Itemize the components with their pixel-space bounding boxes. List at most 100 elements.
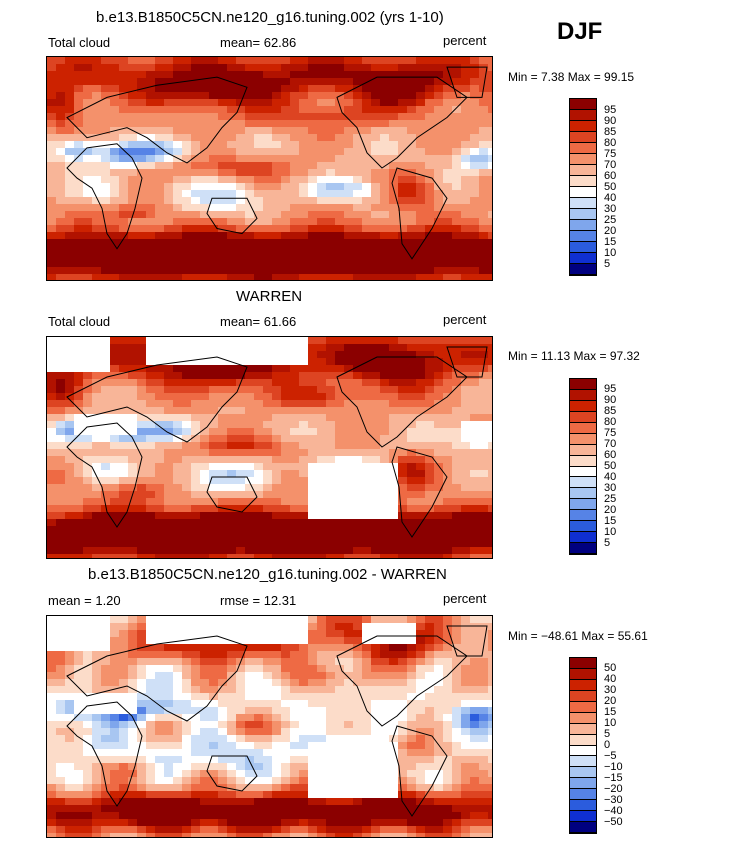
panel-1-title: b.e13.B1850C5CN.ne120_g16.tuning.002 (yr… bbox=[96, 9, 444, 26]
colorbar-swatch bbox=[570, 187, 596, 198]
colorbar-tick-label: 10 bbox=[604, 717, 617, 730]
coastline-outline bbox=[206, 755, 258, 792]
colorbar-tick-label: 20 bbox=[604, 224, 617, 237]
colorbar-swatch bbox=[570, 400, 596, 412]
panel-3-mean-label: mean = 1.20 bbox=[48, 593, 121, 608]
panel-1-map bbox=[46, 56, 493, 281]
colorbar-swatch bbox=[570, 521, 596, 533]
colorbar-tick-label: 30 bbox=[604, 202, 617, 215]
colorbar-swatch bbox=[570, 510, 596, 522]
colorbar-swatch bbox=[570, 723, 596, 735]
colorbar-swatch bbox=[570, 433, 596, 445]
coastline-outline bbox=[66, 143, 143, 250]
colorbar-tick-label: 20 bbox=[604, 695, 617, 708]
colorbar-tick-label: 60 bbox=[604, 449, 617, 462]
colorbar-tick-label: 40 bbox=[604, 673, 617, 686]
coastline-outline bbox=[391, 167, 448, 260]
colorbar-tick-label: 50 bbox=[604, 662, 617, 675]
colorbar-tick-label: −15 bbox=[604, 771, 623, 784]
colorbar-swatch bbox=[570, 264, 596, 275]
colorbar-tick-label: 0 bbox=[604, 739, 611, 751]
field-raster bbox=[47, 616, 492, 837]
colorbar-tick-label: 85 bbox=[604, 405, 617, 418]
colorbar-tick-label: 25 bbox=[604, 213, 617, 226]
colorbar-swatch bbox=[570, 143, 596, 154]
panel-2-colorbar: 95 90 85 80 75 70 60 50 40 30 25 20 15 10 5 bbox=[569, 378, 616, 555]
coastline-outline bbox=[66, 356, 248, 443]
panel-2-variable-label: Total cloud bbox=[48, 314, 111, 329]
colorbar-swatch bbox=[570, 543, 596, 554]
coastline-outline bbox=[336, 76, 468, 169]
coastline-outline bbox=[391, 446, 448, 538]
colorbar-tick-label: 5 bbox=[604, 728, 611, 741]
colorbar-swatch bbox=[570, 242, 596, 253]
colorbar-swatch bbox=[570, 110, 596, 121]
colorbar-tick-label: 70 bbox=[604, 158, 617, 171]
panel-3-title: b.e13.B1850C5CN.ne120_g16.tuning.002 - W… bbox=[88, 566, 447, 583]
colorbar-swatch bbox=[570, 99, 596, 110]
coastline-outline bbox=[66, 76, 248, 164]
colorbar-tick-label: 5 bbox=[604, 257, 611, 270]
colorbar-swatch bbox=[570, 679, 596, 691]
coastline-outline bbox=[66, 422, 143, 528]
colorbar-tick-label: 15 bbox=[604, 514, 617, 527]
colorbar-swatch bbox=[570, 800, 596, 812]
colorbar-tick-label: 25 bbox=[604, 492, 617, 505]
colorbar-tick-label: 80 bbox=[604, 416, 617, 429]
colorbar-swatch bbox=[570, 477, 596, 489]
colorbar-tick-label: 40 bbox=[604, 191, 617, 204]
panel-3-rmse-label: rmse = 12.31 bbox=[220, 593, 297, 608]
colorbar-swatch bbox=[570, 701, 596, 713]
colorbar-swatch bbox=[570, 712, 596, 724]
panel-1-min-max: Min = 7.38 Max = 99.15 bbox=[508, 70, 635, 84]
colorbar-tick-label: 75 bbox=[604, 427, 617, 440]
colorbar-swatch bbox=[570, 154, 596, 165]
coastline-outline bbox=[446, 625, 488, 657]
colorbar-tick-label: 30 bbox=[604, 684, 617, 697]
colorbar-tick-label: 5 bbox=[604, 536, 611, 549]
colorbar-swatch bbox=[570, 379, 596, 390]
colorbar-swatch bbox=[570, 499, 596, 511]
panel-3-map bbox=[46, 615, 493, 838]
coastline-outline bbox=[446, 66, 488, 98]
colorbar-swatch bbox=[570, 668, 596, 680]
colorbar-swatch bbox=[570, 455, 596, 467]
coastline-outline bbox=[206, 197, 258, 235]
coastline-outline bbox=[391, 725, 448, 817]
colorbar-swatch bbox=[570, 466, 596, 478]
colorbar-swatch bbox=[570, 756, 596, 768]
colorbar-tick-label: 50 bbox=[604, 180, 617, 193]
colorbar-tick-label: 30 bbox=[604, 481, 617, 494]
colorbar-tick-label: −5 bbox=[604, 749, 617, 762]
colorbar-swatch bbox=[570, 658, 596, 669]
colorbar-swatch bbox=[570, 132, 596, 143]
colorbar-tick-label: 60 bbox=[604, 169, 617, 182]
colorbar-tick-label: 70 bbox=[604, 438, 617, 451]
colorbar-tick-label: 90 bbox=[604, 394, 617, 407]
colorbar-tick-label: 15 bbox=[604, 235, 617, 248]
colorbar-swatch bbox=[570, 411, 596, 423]
colorbar-tick-label: −30 bbox=[604, 793, 623, 806]
colorbar-swatch bbox=[570, 253, 596, 264]
colorbar-tick-label: 10 bbox=[604, 525, 617, 538]
colorbar-swatch bbox=[570, 176, 596, 187]
colorbar-swatch bbox=[570, 745, 596, 757]
colorbar-swatch bbox=[570, 488, 596, 500]
colorbar-tick-label: 50 bbox=[604, 460, 617, 472]
colorbar-swatch bbox=[570, 734, 596, 746]
panel-2-map bbox=[46, 336, 493, 559]
colorbar-swatch bbox=[570, 822, 596, 833]
panel-1-variable-label: Total cloud bbox=[48, 35, 111, 50]
colorbar-tick-label: 40 bbox=[604, 470, 617, 483]
colorbar-tick-label: −10 bbox=[604, 760, 623, 773]
colorbar-swatch bbox=[570, 231, 596, 242]
colorbar-swatch bbox=[570, 789, 596, 801]
field-raster bbox=[47, 337, 492, 558]
colorbar-swatch bbox=[570, 767, 596, 779]
colorbar-tick-label: 20 bbox=[604, 503, 617, 516]
colorbar-tick-label: −50 bbox=[604, 815, 623, 828]
panel-1-units-label: percent bbox=[443, 33, 487, 48]
colorbar-tick-label: 80 bbox=[604, 136, 617, 149]
colorbar-swatch bbox=[570, 121, 596, 132]
colorbar-swatch bbox=[570, 389, 596, 401]
